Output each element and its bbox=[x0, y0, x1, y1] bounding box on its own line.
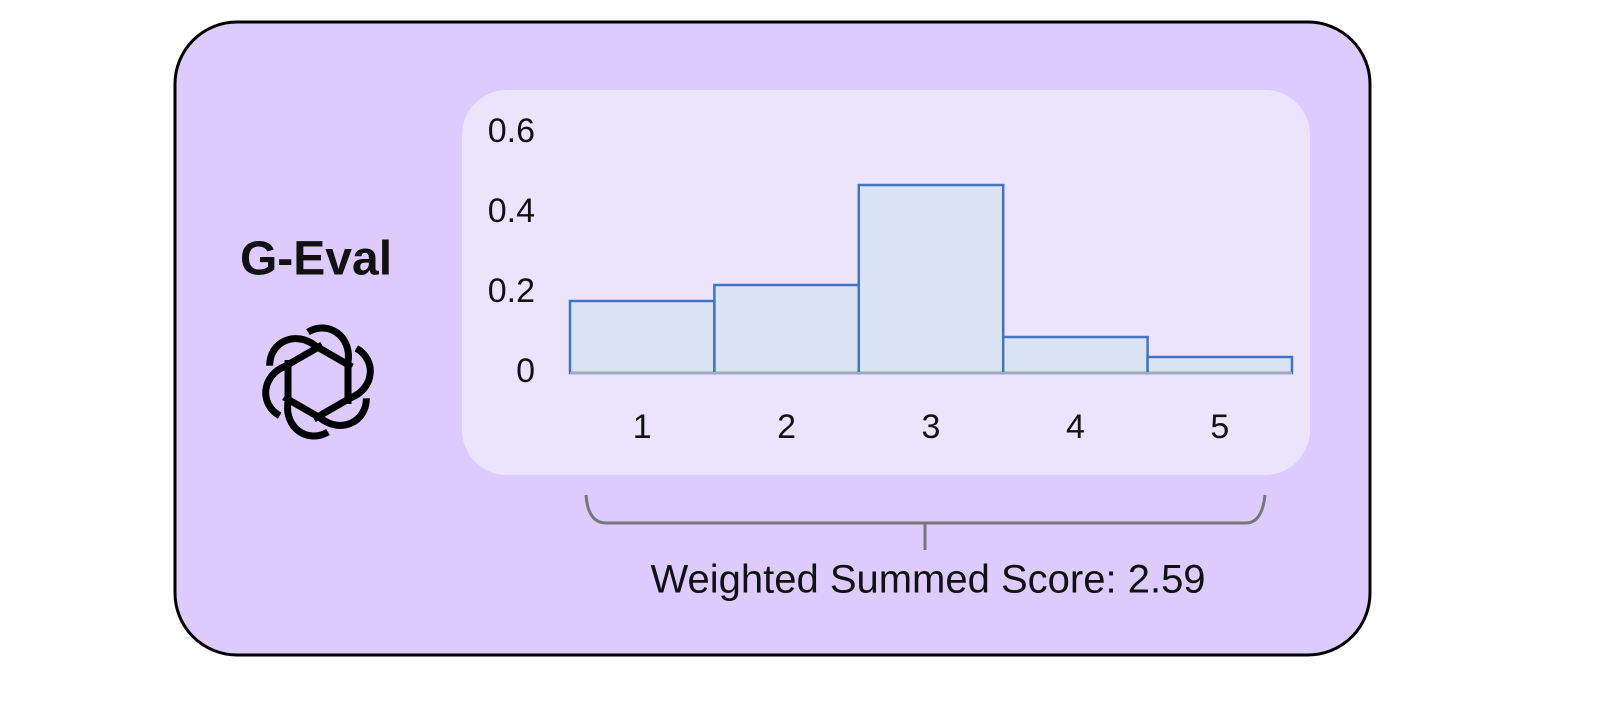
model-label: G-Eval bbox=[240, 233, 392, 286]
logo-petal bbox=[312, 345, 374, 423]
y-tick-label: 0.2 bbox=[488, 272, 535, 310]
score-caption: Weighted Summed Score: 2.59 bbox=[650, 558, 1205, 602]
x-tick-label: 4 bbox=[1066, 408, 1085, 446]
logo-petal bbox=[284, 360, 330, 440]
y-tick-label: 0.6 bbox=[488, 112, 535, 150]
logo bbox=[262, 324, 374, 440]
x-tick-label: 1 bbox=[633, 408, 652, 446]
logo-petal bbox=[266, 335, 354, 371]
bar bbox=[1146, 355, 1294, 375]
y-tick-label: 0.4 bbox=[488, 192, 535, 230]
x-tick-label: 3 bbox=[922, 408, 941, 446]
x-tick-label: 2 bbox=[777, 408, 796, 446]
bar bbox=[568, 299, 716, 375]
x-tick-label: 5 bbox=[1210, 408, 1229, 446]
bar bbox=[1001, 335, 1149, 375]
bar bbox=[857, 183, 1005, 375]
y-tick-label: 0 bbox=[516, 352, 535, 390]
bracket bbox=[584, 494, 1267, 550]
logo-petal bbox=[282, 393, 370, 429]
bar bbox=[713, 283, 861, 375]
plot: 0 0.2 0.4 0.6 1 2 3 4 5 bbox=[488, 112, 1294, 446]
logo-petal bbox=[262, 341, 324, 419]
